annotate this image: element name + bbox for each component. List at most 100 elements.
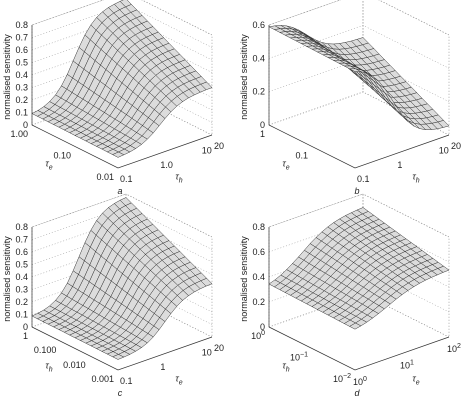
z-tick-label: 0.1 [15,310,28,320]
exponent: 2 [457,343,461,350]
panel-letter: d [354,388,360,398]
panel-letter: b [354,186,359,196]
right-tick-label: 0.1 [120,174,133,184]
axis-label: τe [282,159,289,172]
left-tick-label: 0.001 [91,374,114,384]
z-tick-label: 0 [260,120,265,130]
floor-edge [268,124,450,169]
grid-line [31,193,213,238]
exponent: 0 [363,376,367,383]
right-tick-label: 100 [353,376,367,387]
symbol: τ [412,172,416,182]
left-tick-label: 1 [260,129,265,139]
z-axis-label: normalised sensitivity [2,236,12,322]
grid-line [268,0,450,36]
right-tick-label: 101 [400,360,414,371]
z-tick-label: 0.2 [15,297,28,307]
z-tick-label: 0.8 [15,20,28,30]
z-tick-label: 0.2 [252,297,265,307]
z-tick-label: 0.2 [15,95,28,105]
z-tick-label: 0.7 [15,33,28,43]
z-axis-label: normalised sensitivity [2,34,12,120]
subscript: e [286,165,290,172]
panel-letter: a [117,186,122,196]
right-tick-label: 10 [439,145,449,155]
left-tick-label: 0.1 [295,151,308,161]
symbol: τ [282,159,286,169]
axis-label: τe [412,374,419,387]
panel-letter: c [118,388,123,398]
z-tick-label: 0.5 [15,58,28,68]
surface-patch [349,322,362,330]
z-tick-label: 0 [23,322,28,332]
subscript: e [179,380,183,387]
right-tick-label: 1 [160,362,165,372]
right-tick-label: 20 [451,141,461,151]
grid-line [31,0,213,36]
z-tick-label: 0 [23,120,28,130]
left-tick-label: 10−1 [290,352,308,363]
z-tick-label: 0 [260,322,265,332]
subscript: h [49,367,53,374]
base: 10 [290,353,300,363]
subscript: h [179,178,183,185]
subscript: e [416,380,420,387]
symbol: τ [282,361,286,371]
z-tick-label: 0.4 [252,53,265,63]
right-tick-label: 20 [214,343,224,353]
z-tick-label: 0.8 [252,222,265,232]
surface-patch [349,68,362,72]
right-tick-label: 1 [397,160,402,170]
z-tick-label: 0.2 [252,87,265,97]
right-tick-label: 0.1 [120,376,133,386]
left-tick-label: 1 [23,331,28,341]
grid-line [268,193,450,238]
base: 10 [400,361,410,371]
grid-line [268,91,450,136]
base: 10 [333,374,343,384]
symbol: τ [45,159,49,169]
z-tick-label: 0.6 [15,45,28,55]
right-tick-label: 10 [202,145,212,155]
exponent: 0 [261,330,265,337]
z-tick-label: 0.4 [15,272,28,282]
z-tick-label: 0.6 [15,247,28,257]
z-axis-label: normalised sensitivity [239,236,249,322]
axis-label: τe [175,374,182,387]
z-axis-label: normalised sensitivity [239,34,249,120]
axis-label: τh [175,172,182,185]
z-tick-label: 0.3 [15,285,28,295]
grid-line [268,25,450,69]
z-tick-label: 0.7 [15,235,28,245]
surface-patch [112,151,125,158]
floor-edge [31,326,213,371]
exponent: 1 [410,360,414,367]
exponent: −1 [300,352,308,359]
subscript: h [416,178,420,185]
axis-label: τe [45,159,52,172]
base: 10 [353,377,363,387]
floor-edge [268,326,450,371]
surface-patch [111,354,125,360]
axis-label: τh [282,361,289,374]
left-tick-label: 0.100 [34,345,57,355]
floor-edge [31,124,213,169]
z-tick-label: 0.8 [15,222,28,232]
exponent: −2 [343,373,351,380]
z-tick-label: 0.6 [252,20,265,30]
z-tick-label: 0.4 [252,272,265,282]
left-tick-label: 0.10 [53,151,71,161]
right-tick-label: 20 [214,141,224,151]
left-tick-label: 100 [251,330,265,341]
z-tick-label: 0.1 [15,108,28,118]
axis-label: τh [412,172,419,185]
left-tick-label: 10−2 [333,373,351,384]
right-tick-label: 10 [202,347,212,357]
z-tick-label: 0.3 [15,83,28,93]
subscript: h [286,367,290,374]
left-tick-label: 0.010 [63,360,86,370]
